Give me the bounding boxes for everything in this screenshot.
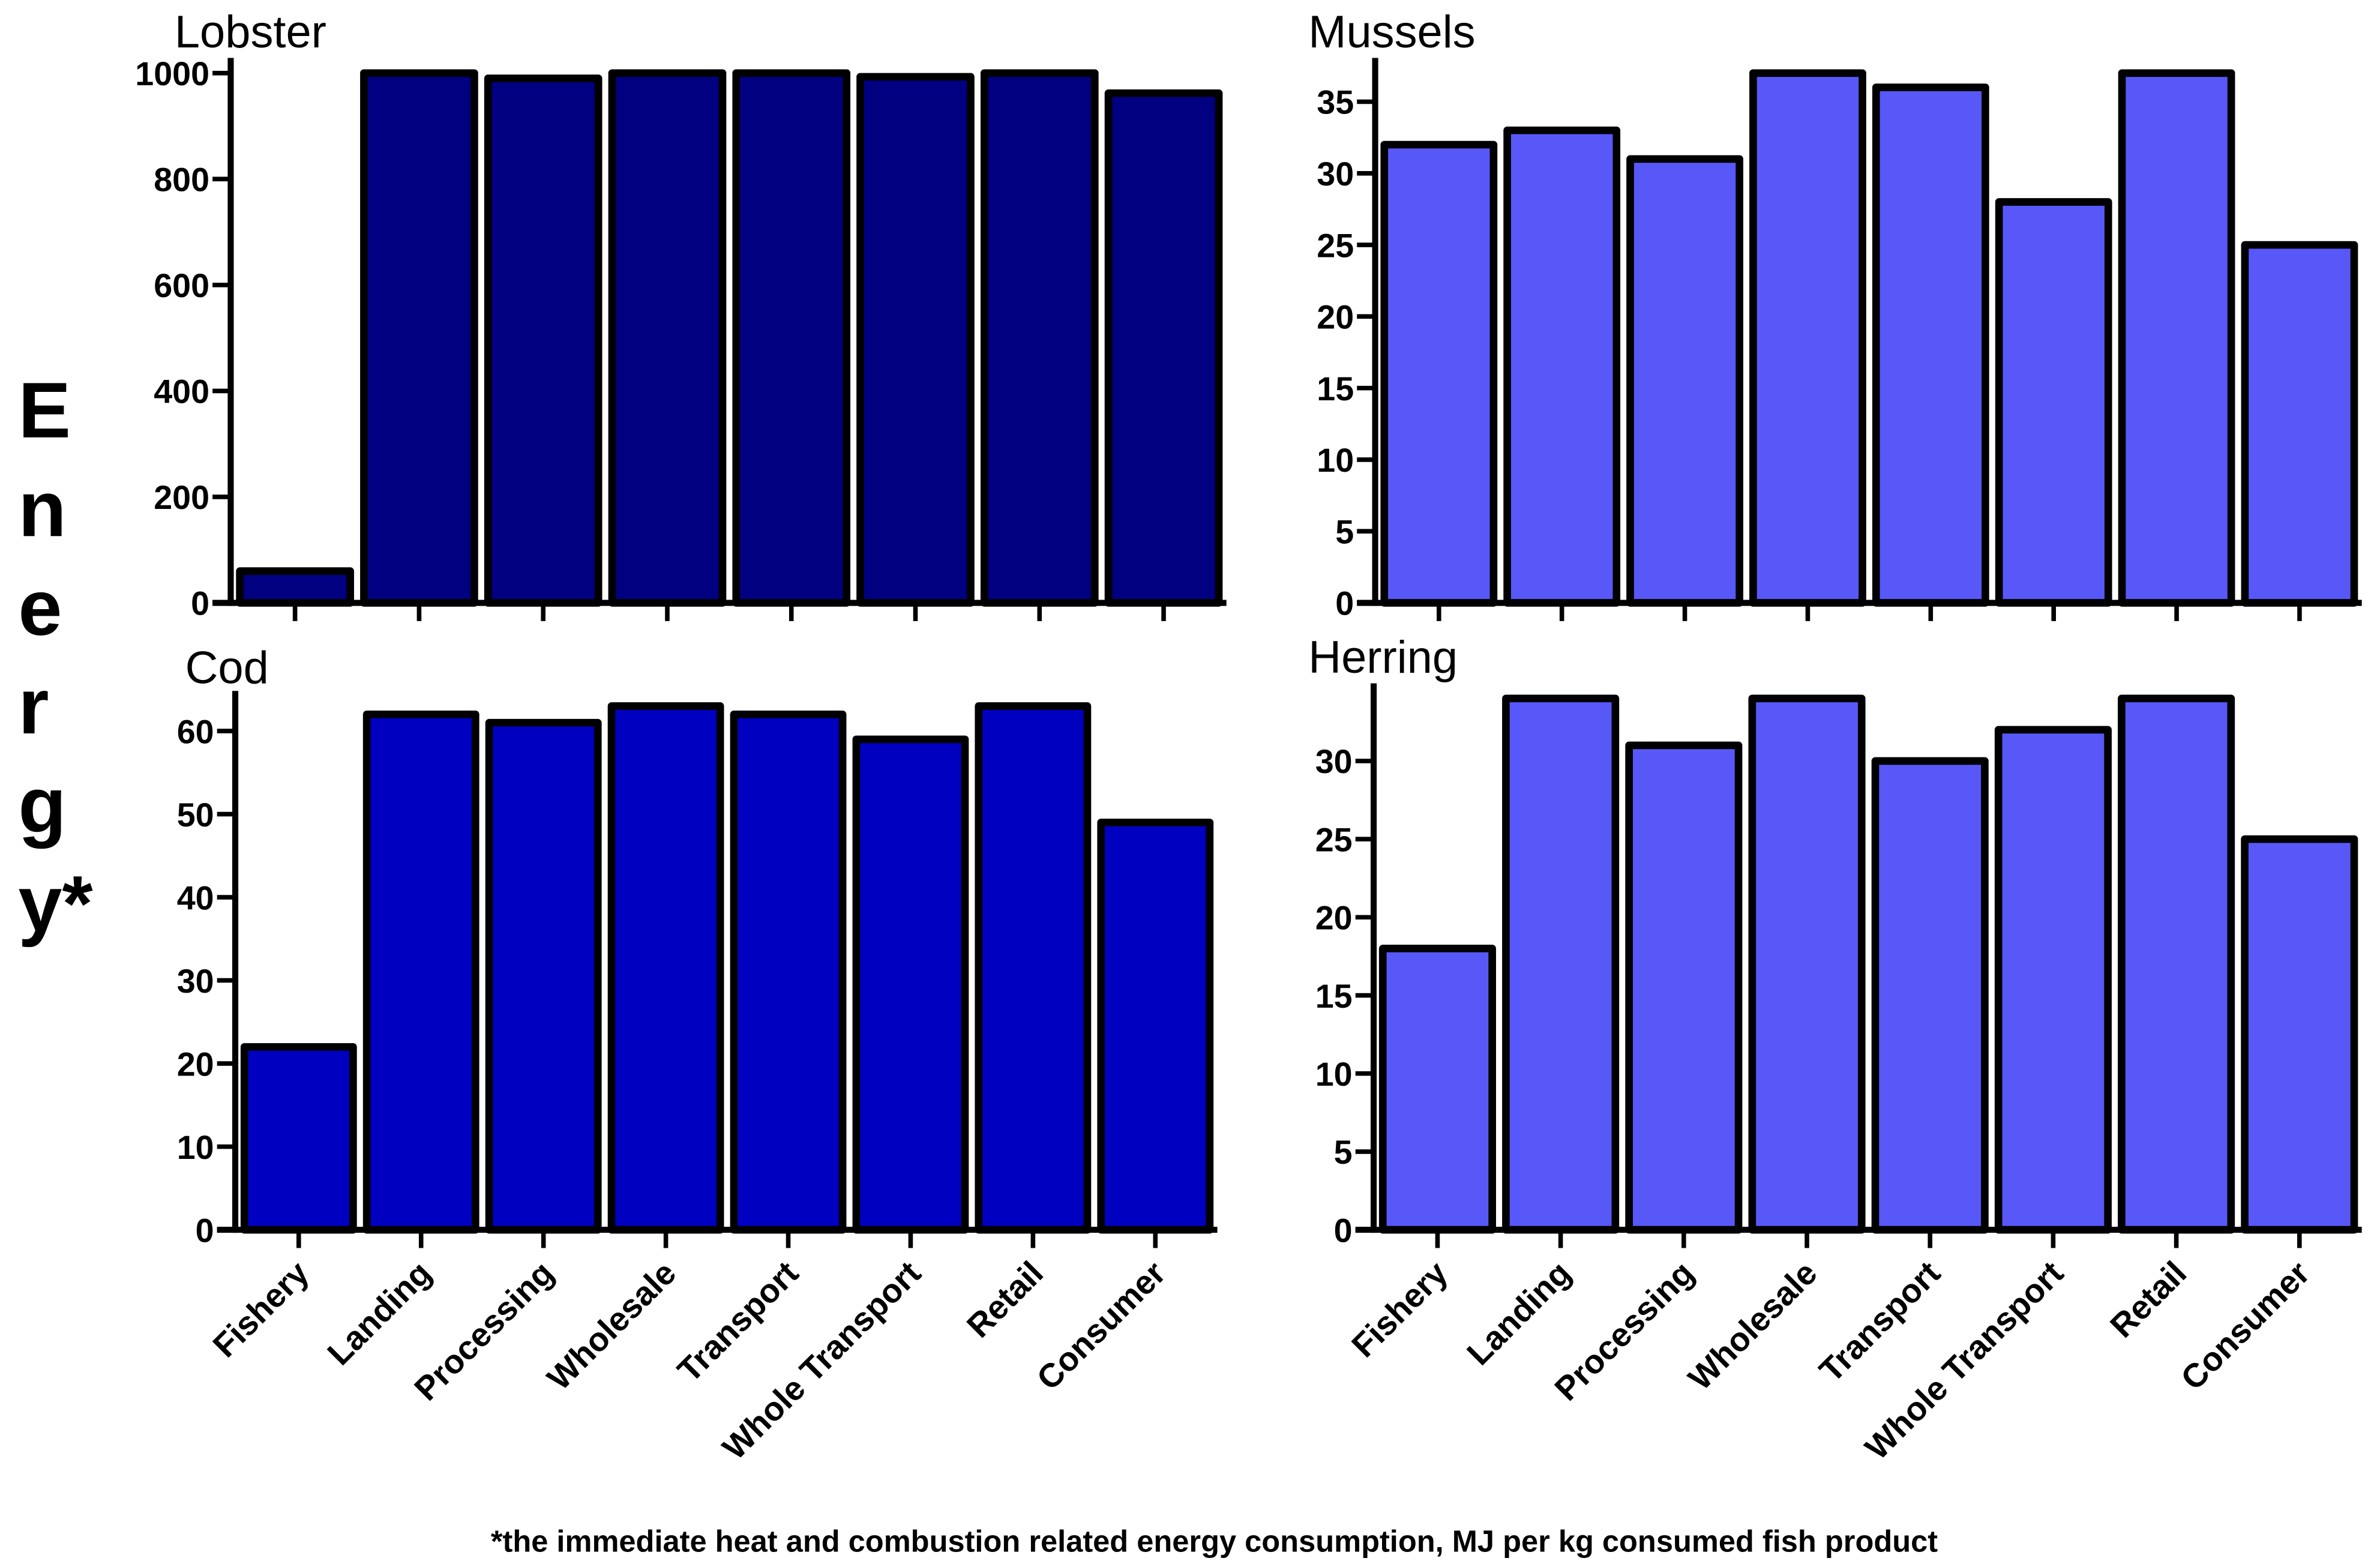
y-tick-label: 1000: [135, 55, 209, 92]
y-tick-label: 50: [177, 796, 214, 834]
bar: [980, 69, 1099, 607]
y-label-letter: r: [18, 662, 49, 750]
y-tick-label: 30: [1317, 155, 1354, 193]
bar: [236, 567, 354, 607]
x-tick-label: Wholesale: [540, 1254, 683, 1397]
x-tick-label: Transport: [1812, 1254, 1947, 1389]
y-axis-label: E n e r g y*: [18, 366, 93, 948]
bar: [1503, 126, 1621, 607]
bar: [856, 73, 975, 607]
x-tick-label: Retail: [2103, 1254, 2193, 1345]
bar: [1994, 726, 2112, 1234]
y-tick-label: 15: [1315, 978, 1353, 1015]
bar: [1625, 741, 1743, 1234]
y-tick-label: 10: [177, 1129, 214, 1166]
panel-title: Cod: [185, 643, 269, 694]
bar: [484, 74, 603, 607]
bar: [608, 69, 727, 607]
x-tick-label: Landing: [1460, 1254, 1578, 1373]
bar: [2241, 835, 2358, 1234]
bar: [1748, 694, 1866, 1234]
bar: [1380, 140, 1498, 607]
x-tick-label: Consumer: [2174, 1254, 2316, 1397]
bar: [1871, 757, 1989, 1234]
y-label-letter: e: [18, 564, 62, 652]
bar: [2118, 69, 2235, 607]
bar: [2118, 694, 2235, 1234]
y-tick-label: 40: [177, 879, 214, 916]
bar: [2241, 241, 2358, 607]
bar: [240, 1043, 357, 1234]
y-tick-label: 35: [1317, 84, 1354, 121]
bar: [1995, 198, 2112, 607]
footnote: *the immediate heat and combustion relat…: [491, 1524, 1938, 1558]
x-tick-label: Consumer: [1030, 1254, 1173, 1397]
x-tick-label: Retail: [960, 1254, 1050, 1345]
x-tick-label: Landing: [320, 1254, 439, 1373]
bar: [360, 69, 478, 607]
y-tick-label: 600: [154, 267, 209, 304]
y-tick-label: 30: [1315, 743, 1353, 780]
y-tick-label: 0: [1334, 1212, 1353, 1249]
x-tick-label: Fishery: [206, 1254, 316, 1365]
y-label-letter: y*: [18, 859, 93, 948]
bar: [1502, 694, 1620, 1234]
y-tick-label: 800: [154, 161, 209, 199]
y-tick-label: 5: [1335, 513, 1354, 550]
x-tick-label: Wholesale: [1681, 1254, 1824, 1397]
panel-title: Herring: [1308, 632, 1458, 683]
y-label-letter: g: [18, 760, 66, 849]
bar: [362, 711, 479, 1234]
bar: [1749, 69, 1866, 607]
y-tick-label: 0: [196, 1212, 214, 1249]
y-tick-label: 0: [1335, 585, 1354, 622]
bar: [1097, 819, 1214, 1234]
bar: [975, 702, 1092, 1234]
y-label-letter: n: [18, 465, 66, 553]
bar: [732, 69, 851, 607]
bar: [1626, 155, 1743, 607]
y-tick-label: 20: [177, 1045, 214, 1083]
bar: [485, 718, 602, 1234]
bar: [1872, 83, 1989, 607]
x-tick-label: Fishery: [1344, 1254, 1455, 1365]
bar: [730, 711, 847, 1234]
y-tick-label: 200: [154, 479, 209, 516]
y-tick-label: 60: [177, 713, 214, 750]
y-label-letter: E: [18, 366, 71, 454]
bar: [1104, 89, 1223, 607]
y-tick-label: 20: [1315, 900, 1353, 937]
panel-lobster: Lobster 0 200 400 600 800 1000: [135, 7, 1227, 622]
bar: [607, 702, 724, 1234]
y-tick-label: 400: [154, 373, 209, 411]
y-tick-label: 0: [191, 585, 209, 622]
y-tick-label: 25: [1317, 227, 1354, 264]
panel-mussels: Mussels 0 5 10 15 20 25 30 35: [1308, 7, 2362, 622]
y-tick-label: 10: [1317, 442, 1354, 479]
y-tick-label: 5: [1334, 1134, 1353, 1171]
y-tick-label: 30: [177, 963, 214, 1000]
panel-title: Mussels: [1308, 7, 1475, 58]
panel-title: Lobster: [175, 7, 326, 58]
x-tick-label: Transport: [670, 1254, 805, 1389]
y-tick-label: 15: [1317, 370, 1354, 408]
y-tick-label: 10: [1315, 1056, 1353, 1093]
bar: [852, 735, 969, 1234]
y-tick-label: 25: [1315, 821, 1353, 858]
y-tick-label: 20: [1317, 299, 1354, 336]
bar: [1378, 945, 1496, 1234]
